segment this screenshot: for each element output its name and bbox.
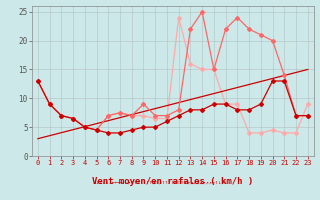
X-axis label: Vent moyen/en rafales ( km/h ): Vent moyen/en rafales ( km/h ) [92, 177, 253, 186]
Text: ↓↓↓↓↓↓←←←↙↓↗↑↑↑↑↑↑↑↗↑↗↑↑↑↑↑↑↑↑↗↗↗↗↗↗↗↗↗↑↓↗↓: ↓↓↓↓↓↓←←←↙↓↗↑↑↑↑↑↑↑↗↑↗↑↑↑↑↑↑↑↑↗↗↗↗↗↗↗↗↗↑… [93, 180, 227, 186]
